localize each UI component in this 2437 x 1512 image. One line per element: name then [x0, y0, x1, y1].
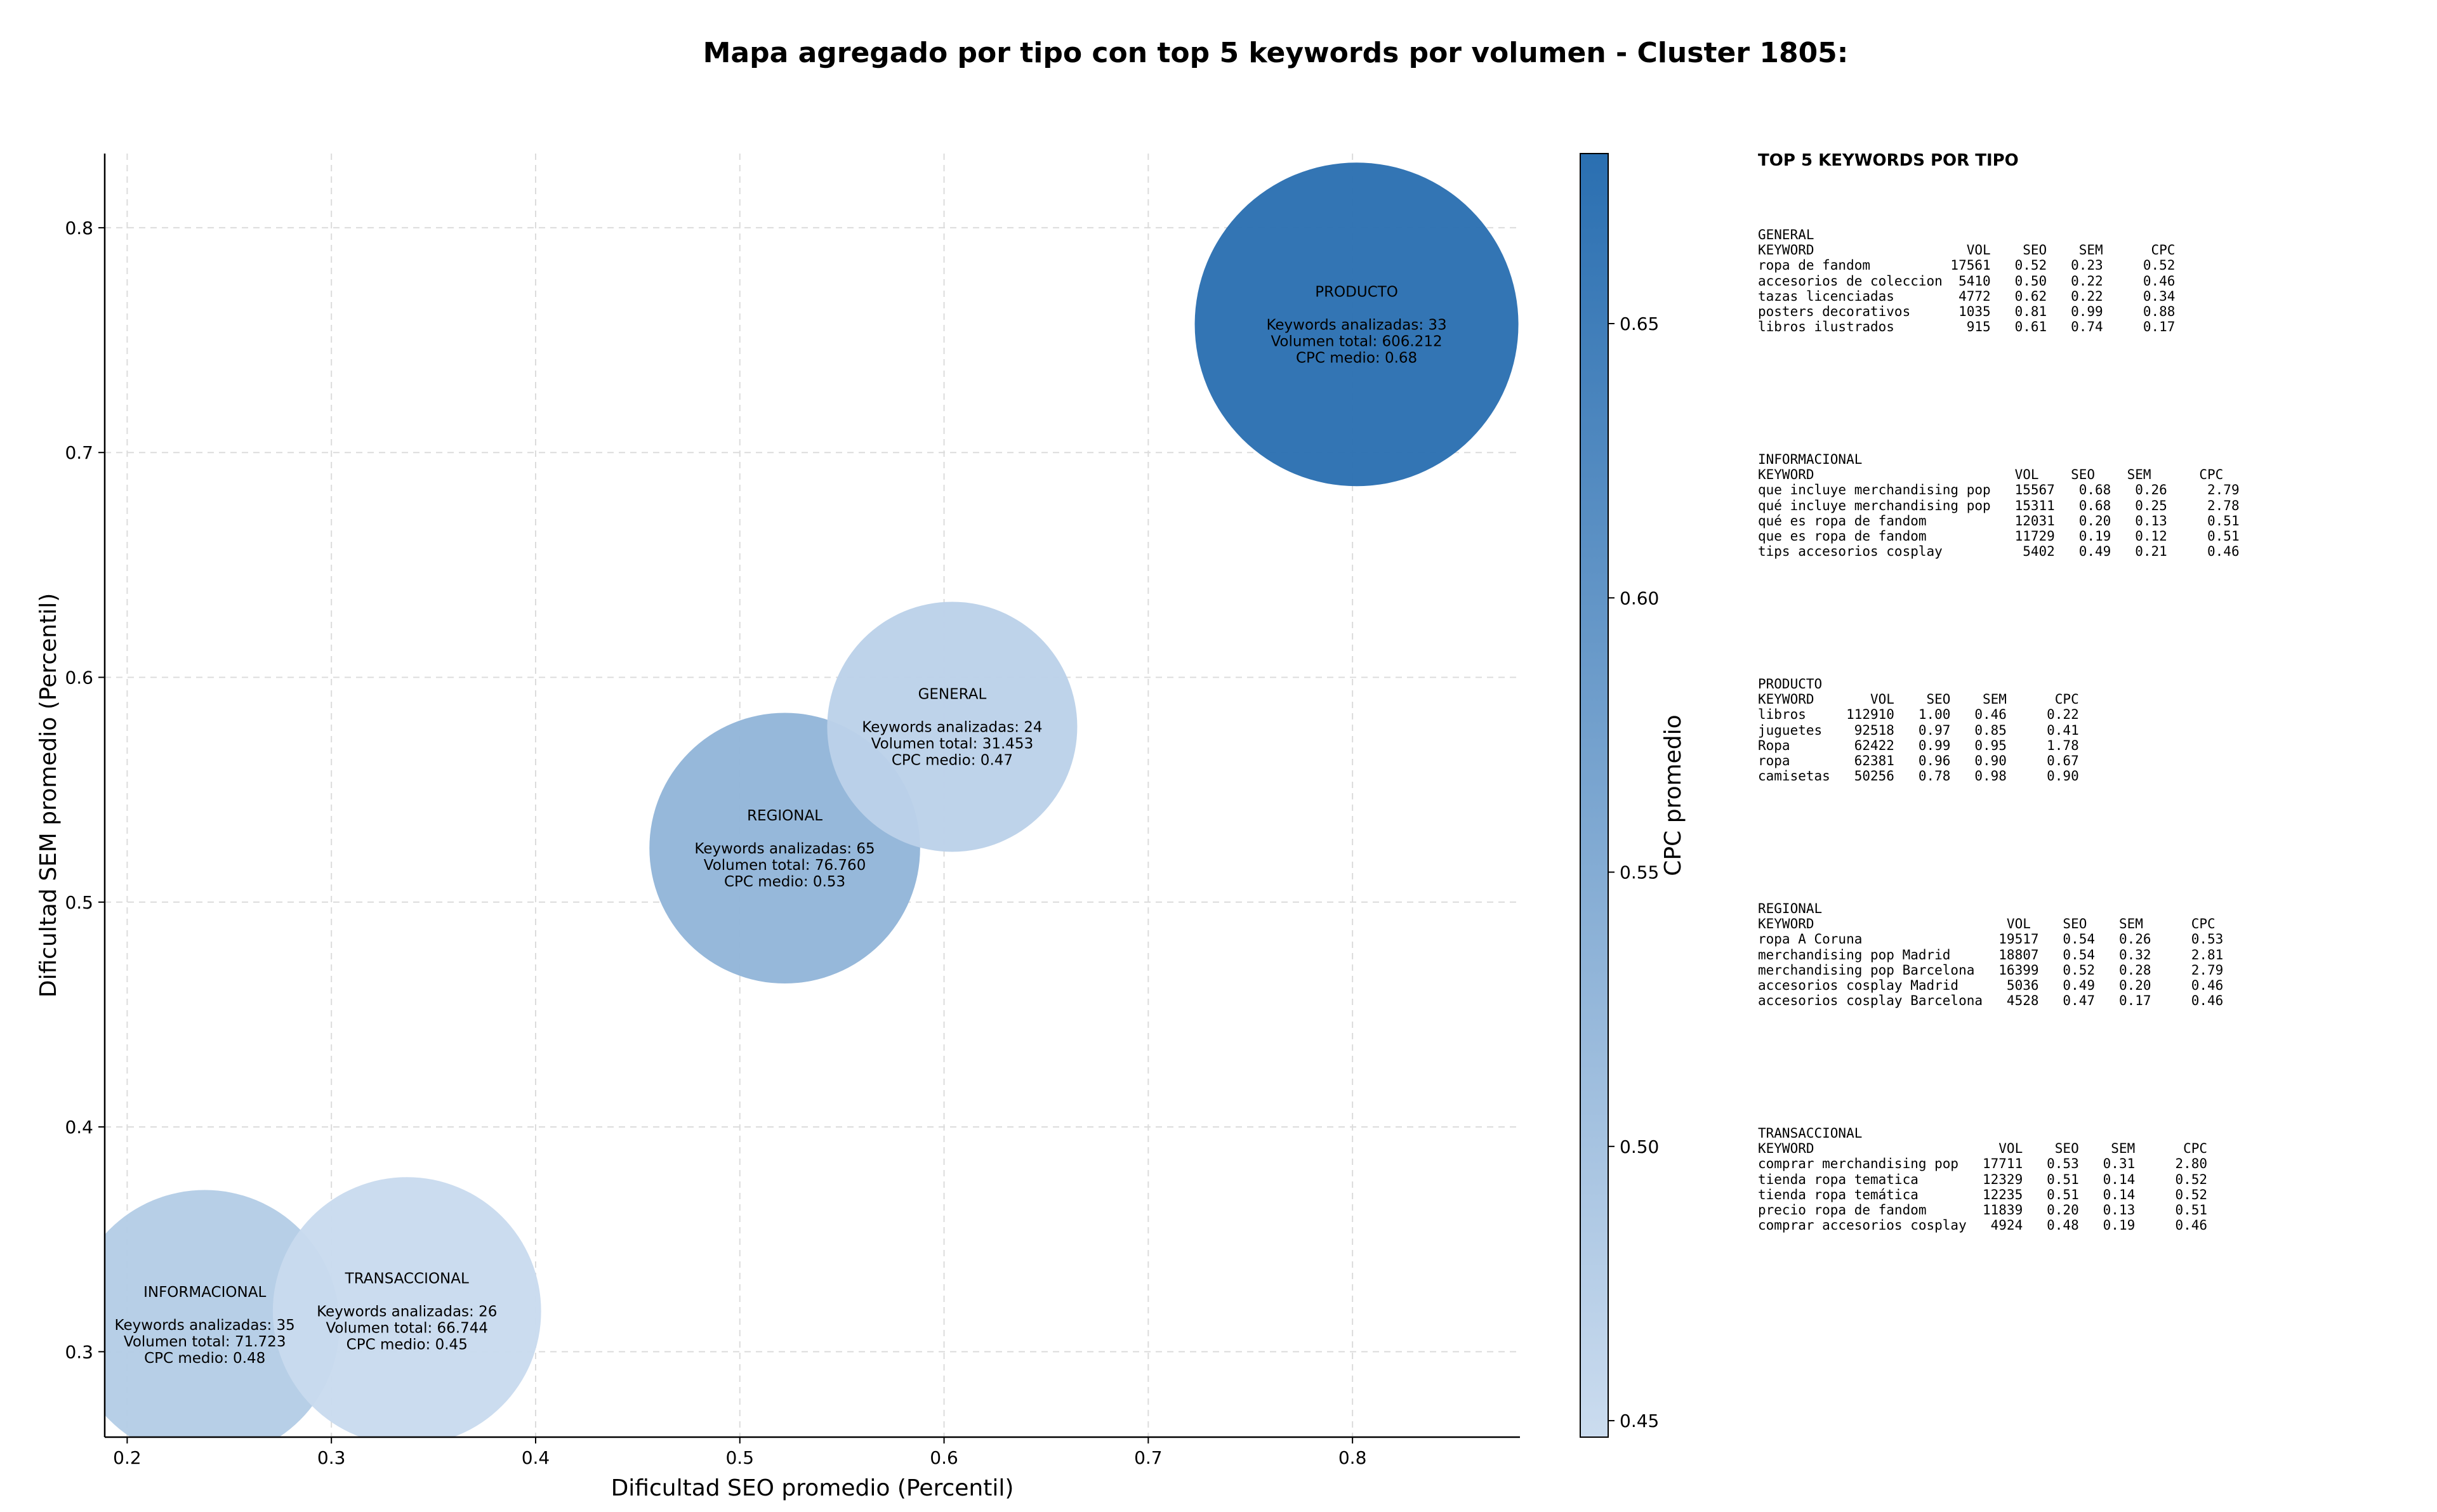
keyword-table-row: precio ropa de fandom 11839 0.20 0.13 0.…: [1758, 1202, 2208, 1218]
bubble-label-line: Keywords analizadas: 35: [115, 1317, 295, 1334]
colorbar-tick-label: 0.65: [1620, 313, 1659, 334]
x-tick-label: 0.5: [725, 1447, 754, 1468]
axes: 0.2 0.3 0.4 0.5 0.6 0.7 0.8 0.3 0.4 0.5 0.6 0.7 0.8 D…: [36, 154, 1520, 1501]
bubble-label-line: CPC medio: 0.53: [724, 874, 845, 890]
x-axis-label: Dificultad SEO promedio (Percentil): [611, 1475, 1014, 1501]
keyword-table-header: KEYWORD VOL SEO SEM CPC: [1758, 692, 2079, 707]
keyword-panel-heading: TOP 5 KEYWORDS POR TIPO: [1758, 151, 2019, 170]
keyword-table-transaccional: TRANSACCIONAL KEYWORD VOL SEO SEM CPC comp…: [1758, 1126, 2418, 1350]
colorbar-gradient: [1580, 153, 1609, 1438]
bubble-label-line: Keywords analizadas: 26: [317, 1304, 497, 1320]
colorbar-label: CPC promedio: [1660, 714, 1686, 876]
colorbar-tick-label: 0.55: [1620, 862, 1659, 883]
keyword-table-general: GENERAL KEYWORD VOL SEO SEM CPC ropa de fa…: [1758, 227, 2418, 452]
keyword-panel: TOP 5 KEYWORDS POR TIPO GENERAL KEYWORD V…: [1758, 151, 2418, 1350]
bubble-label-line: Volumen total: 31.453: [871, 735, 1034, 752]
keyword-table-row: ropa 62381 0.96 0.90 0.67: [1758, 753, 2079, 769]
chart-title: Mapa agregado por tipo con top 5 keyword…: [703, 37, 1849, 69]
x-tick-label: 0.7: [1134, 1447, 1163, 1468]
keyword-table-title: GENERAL: [1758, 227, 1814, 242]
colorbar-tick-label: 0.60: [1620, 588, 1659, 608]
bubble-producto: [1194, 162, 1519, 487]
keyword-table-header: KEYWORD VOL SEO SEM CPC: [1758, 242, 2176, 258]
bubble-label-line: Keywords analizadas: 65: [694, 841, 875, 857]
keyword-table-row: que incluye merchandising pop 15567 0.68…: [1758, 482, 2240, 498]
bubble-chart: 0.2 0.3 0.4 0.5 0.6 0.7 0.8 0.3 0.4 0.5 0.6 0.7 0.8 D…: [36, 153, 1686, 1501]
keyword-table-row: libros 112910 1.00 0.46 0.22: [1758, 707, 2079, 723]
bubble-label-line: CPC medio: 0.47: [892, 752, 1013, 768]
keyword-table-row: merchandising pop Madrid 18807 0.54 0.32…: [1758, 947, 2224, 963]
keyword-table-regional: REGIONAL KEYWORD VOL SEO SEM CPC ropa A Co…: [1758, 901, 2418, 1126]
keyword-table-row: camisetas 50256 0.78 0.98 0.90: [1758, 768, 2079, 784]
keyword-table-row: juguetes 92518 0.97 0.85 0.41: [1758, 722, 2079, 738]
bubble-label-line: Keywords analizadas: 33: [1266, 317, 1446, 333]
x-tick-label: 0.6: [930, 1447, 958, 1468]
keyword-table-row: posters decorativos 1035 0.81 0.99 0.88: [1758, 304, 2176, 320]
keyword-table-title: REGIONAL: [1758, 901, 1823, 916]
y-tick-label: 0.3: [65, 1341, 93, 1362]
y-tick-label: 0.5: [65, 892, 93, 913]
keyword-table-row: ropa A Coruna 19517 0.54 0.26 0.53: [1758, 931, 2224, 947]
keyword-table-title: TRANSACCIONAL: [1758, 1126, 1863, 1141]
keyword-table-row: ropa de fandom 17561 0.52 0.23 0.52: [1758, 258, 2176, 273]
colorbar-tick-label: 0.50: [1620, 1136, 1659, 1157]
keyword-table-row: que es ropa de fandom 11729 0.19 0.12 0.…: [1758, 529, 2240, 544]
keyword-table-title: INFORMACIONAL: [1758, 452, 1863, 467]
keyword-table-header: KEYWORD VOL SEO SEM CPC: [1758, 1141, 2208, 1157]
keyword-table-row: tienda ropa temática 12235 0.51 0.14 0.5…: [1758, 1187, 2208, 1202]
bubble-label-line: Volumen total: 66.744: [326, 1320, 488, 1337]
keyword-table-row: qué incluye merchandising pop 15311 0.68…: [1758, 497, 2240, 513]
colorbar-tick-label: 0.45: [1620, 1410, 1659, 1431]
bubble-label-title: GENERAL: [918, 686, 987, 702]
bubble-label-line: Volumen total: 606.212: [1271, 333, 1442, 350]
keyword-table-row: tips accesorios cosplay 5402 0.49 0.21 0…: [1758, 544, 2240, 560]
bubble-label-title: INFORMACIONAL: [143, 1284, 266, 1301]
x-tick-label: 0.4: [522, 1447, 550, 1468]
keyword-table-row: Ropa 62422 0.99 0.95 1.78: [1758, 737, 2079, 753]
bubble-transaccional: [272, 1177, 541, 1437]
colorbar: 0.45 0.50 0.55 0.60 0.65 CPC promedio: [1580, 153, 1686, 1438]
y-tick-label: 0.8: [65, 218, 93, 239]
keyword-table-row: qué es ropa de fandom 12031 0.20 0.13 0.…: [1758, 513, 2240, 529]
keyword-table-row: accesorios de coleccion 5410 0.50 0.22 0…: [1758, 273, 2176, 289]
x-tick-label: 0.3: [317, 1447, 346, 1468]
bubble-label-line: CPC medio: 0.45: [347, 1337, 468, 1353]
y-tick-label: 0.4: [65, 1117, 93, 1138]
y-tick-label: 0.6: [65, 667, 93, 688]
keyword-table-producto: PRODUCTO KEYWORD VOL SEO SEM CPC libros 11…: [1758, 676, 2418, 901]
y-tick-label: 0.7: [65, 442, 93, 463]
keyword-table-title: PRODUCTO: [1758, 676, 1823, 692]
bubble-general: [827, 602, 1078, 852]
bubble-label-line: CPC medio: 0.48: [144, 1350, 265, 1367]
bubble-label-line: Volumen total: 76.760: [704, 857, 866, 874]
bubble-label-title: PRODUCTO: [1315, 284, 1398, 300]
keyword-table-row: tazas licenciadas 4772 0.62 0.22 0.34: [1758, 288, 2176, 304]
keyword-table-header: KEYWORD VOL SEO SEM CPC: [1758, 916, 2216, 932]
keyword-table-row: merchandising pop Barcelona 16399 0.52 0…: [1758, 962, 2224, 978]
keyword-table-row: accesorios cosplay Madrid 5036 0.49 0.20…: [1758, 978, 2224, 994]
keyword-table-informacional: INFORMACIONAL KEYWORD VOL SEO SEM CPC que …: [1758, 452, 2418, 676]
x-tick-label: 0.2: [113, 1447, 142, 1468]
bubble-label-line: Keywords analizadas: 24: [862, 719, 1042, 735]
y-axis-label: Dificultad SEM promedio (Percentil): [36, 593, 62, 998]
bubble-informacional: [105, 1190, 340, 1437]
keyword-tables: GENERAL KEYWORD VOL SEO SEM CPC ropa de fa…: [1758, 227, 2418, 1350]
keyword-table-row: libros ilustrados 915 0.61 0.74 0.17: [1758, 319, 2176, 335]
keyword-table-row: accesorios cosplay Barcelona 4528 0.47 0…: [1758, 993, 2224, 1009]
keyword-table-header: KEYWORD VOL SEO SEM CPC: [1758, 467, 2224, 483]
keyword-table-row: comprar accesorios cosplay 4924 0.48 0.1…: [1758, 1218, 2208, 1233]
keyword-table-row: tienda ropa tematica 12329 0.51 0.14 0.5…: [1758, 1171, 2208, 1187]
bubble-label-title: REGIONAL: [747, 808, 822, 824]
bubble-label-title: TRANSACCIONAL: [345, 1271, 469, 1287]
bubble-label-line: CPC medio: 0.68: [1296, 350, 1417, 366]
keyword-table-row: comprar merchandising pop 17711 0.53 0.3…: [1758, 1156, 2208, 1172]
x-tick-label: 0.8: [1338, 1447, 1367, 1468]
bubbles: [105, 162, 1519, 1437]
bubble-label-line: Volumen total: 71.723: [124, 1334, 286, 1350]
